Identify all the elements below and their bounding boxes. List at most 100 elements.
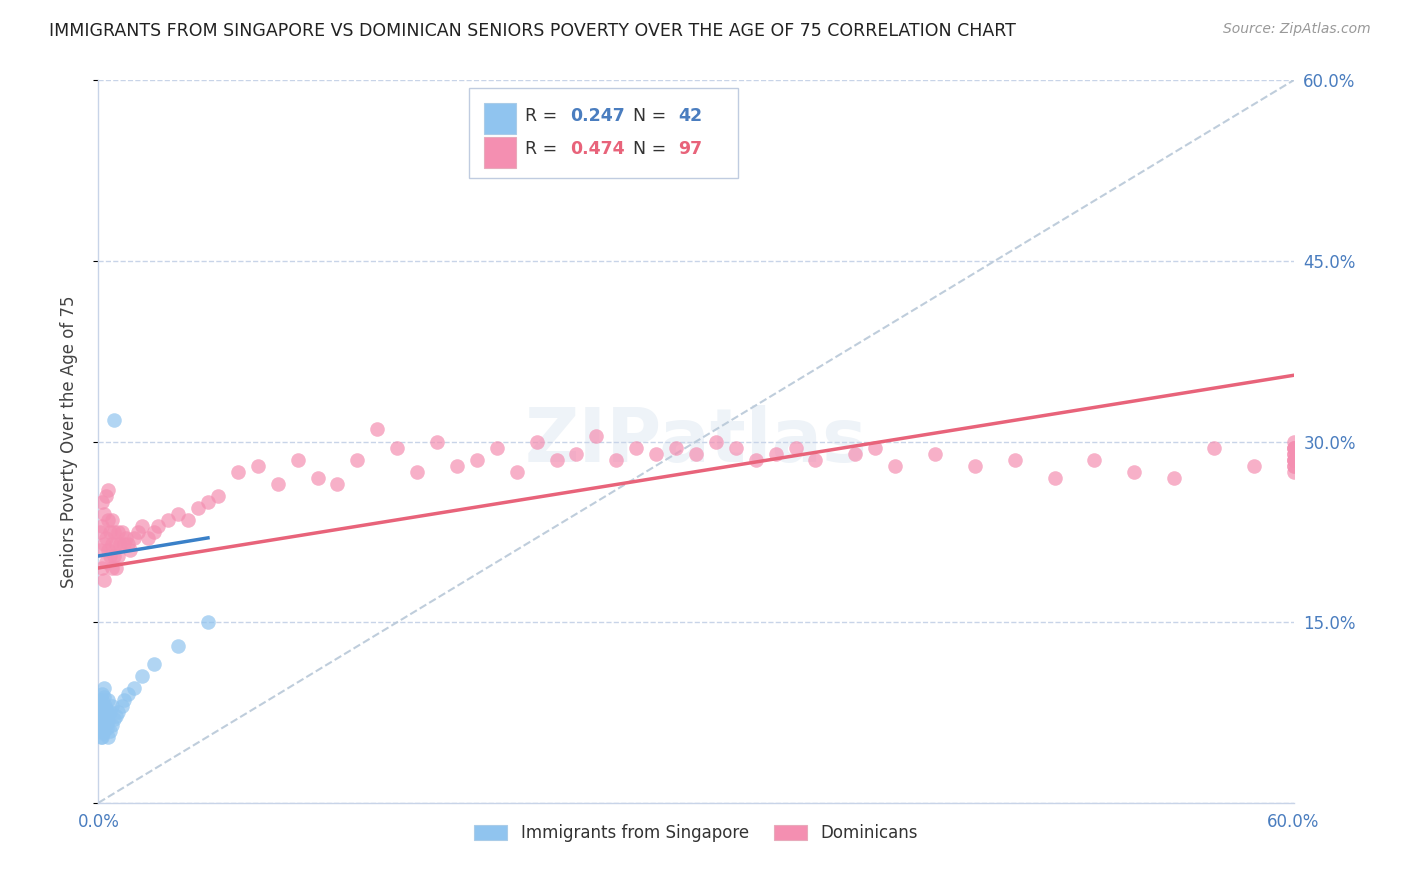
Point: [97, 542, 120, 557]
Point: [1282, 452, 1305, 467]
Point: [96, 702, 118, 716]
Point: [1282, 458, 1305, 473]
Point: [665, 441, 688, 455]
Point: [93, 699, 115, 714]
Point: [1202, 441, 1225, 455]
Point: [143, 657, 166, 672]
Point: [1083, 452, 1105, 467]
Point: [101, 699, 124, 714]
Point: [107, 706, 129, 720]
Point: [90, 730, 112, 744]
Point: [1282, 458, 1305, 473]
Point: [93, 706, 115, 720]
Point: [136, 531, 159, 545]
Point: [1282, 446, 1305, 460]
Point: [103, 413, 125, 427]
Point: [96, 717, 118, 731]
Point: [111, 524, 134, 539]
Point: [117, 687, 139, 701]
Text: 0.247: 0.247: [571, 107, 626, 125]
Point: [97, 730, 120, 744]
FancyBboxPatch shape: [485, 136, 516, 169]
Point: [103, 712, 125, 726]
Point: [485, 441, 508, 455]
Point: [865, 441, 887, 455]
Point: [131, 518, 153, 533]
Point: [93, 537, 115, 551]
Point: [96, 712, 118, 726]
Point: [626, 441, 648, 455]
Point: [101, 717, 124, 731]
Point: [804, 452, 827, 467]
Y-axis label: Seniors Poverty Over the Age of 75: Seniors Poverty Over the Age of 75: [59, 295, 77, 588]
Text: N =: N =: [633, 107, 672, 125]
Point: [177, 513, 200, 527]
Point: [93, 714, 115, 728]
Point: [107, 549, 129, 563]
Point: [385, 441, 409, 455]
Point: [924, 446, 946, 460]
Point: [101, 537, 124, 551]
Point: [546, 452, 568, 467]
Point: [105, 709, 128, 723]
Text: IMMIGRANTS FROM SINGAPORE VS DOMINICAN SENIORS POVERTY OVER THE AGE OF 75 CORREL: IMMIGRANTS FROM SINGAPORE VS DOMINICAN S…: [49, 22, 1017, 40]
Point: [465, 452, 488, 467]
Point: [704, 434, 727, 449]
Point: [115, 531, 138, 545]
Point: [963, 458, 986, 473]
Point: [111, 699, 134, 714]
Point: [101, 513, 124, 527]
Legend: Immigrants from Singapore, Dominicans: Immigrants from Singapore, Dominicans: [467, 817, 925, 848]
Point: [101, 561, 124, 575]
Point: [287, 452, 309, 467]
Point: [91, 687, 114, 701]
Point: [90, 706, 112, 720]
Point: [167, 639, 190, 653]
Text: ZIPatlas: ZIPatlas: [524, 405, 868, 478]
Point: [94, 699, 117, 714]
Point: [506, 465, 529, 479]
Text: N =: N =: [633, 140, 672, 158]
Point: [127, 524, 149, 539]
Point: [167, 507, 190, 521]
Point: [90, 730, 112, 744]
Point: [1282, 441, 1305, 455]
Point: [91, 717, 114, 731]
Point: [267, 476, 290, 491]
Point: [844, 446, 866, 460]
Point: [585, 428, 607, 442]
Point: [96, 555, 118, 569]
Point: [112, 537, 135, 551]
Point: [91, 561, 114, 575]
Point: [148, 518, 170, 533]
Point: [745, 452, 768, 467]
Point: [645, 446, 668, 460]
Point: [91, 706, 114, 720]
Point: [1282, 441, 1305, 455]
Point: [197, 494, 219, 508]
Point: [97, 483, 120, 497]
FancyBboxPatch shape: [485, 103, 516, 135]
Point: [406, 465, 429, 479]
Point: [93, 726, 115, 740]
Point: [90, 712, 112, 726]
Point: [884, 458, 907, 473]
Point: [187, 500, 209, 515]
Point: [96, 489, 118, 503]
Point: [110, 537, 132, 551]
Point: [1123, 465, 1146, 479]
Point: [326, 476, 349, 491]
Point: [131, 669, 153, 683]
Point: [105, 537, 128, 551]
Point: [96, 721, 118, 735]
Point: [1282, 452, 1305, 467]
Point: [307, 470, 329, 484]
Point: [120, 542, 142, 557]
Point: [91, 518, 114, 533]
Point: [526, 434, 548, 449]
FancyBboxPatch shape: [470, 87, 738, 178]
Text: 97: 97: [678, 140, 702, 158]
Point: [91, 693, 114, 707]
Point: [785, 441, 807, 455]
Point: [124, 681, 146, 696]
